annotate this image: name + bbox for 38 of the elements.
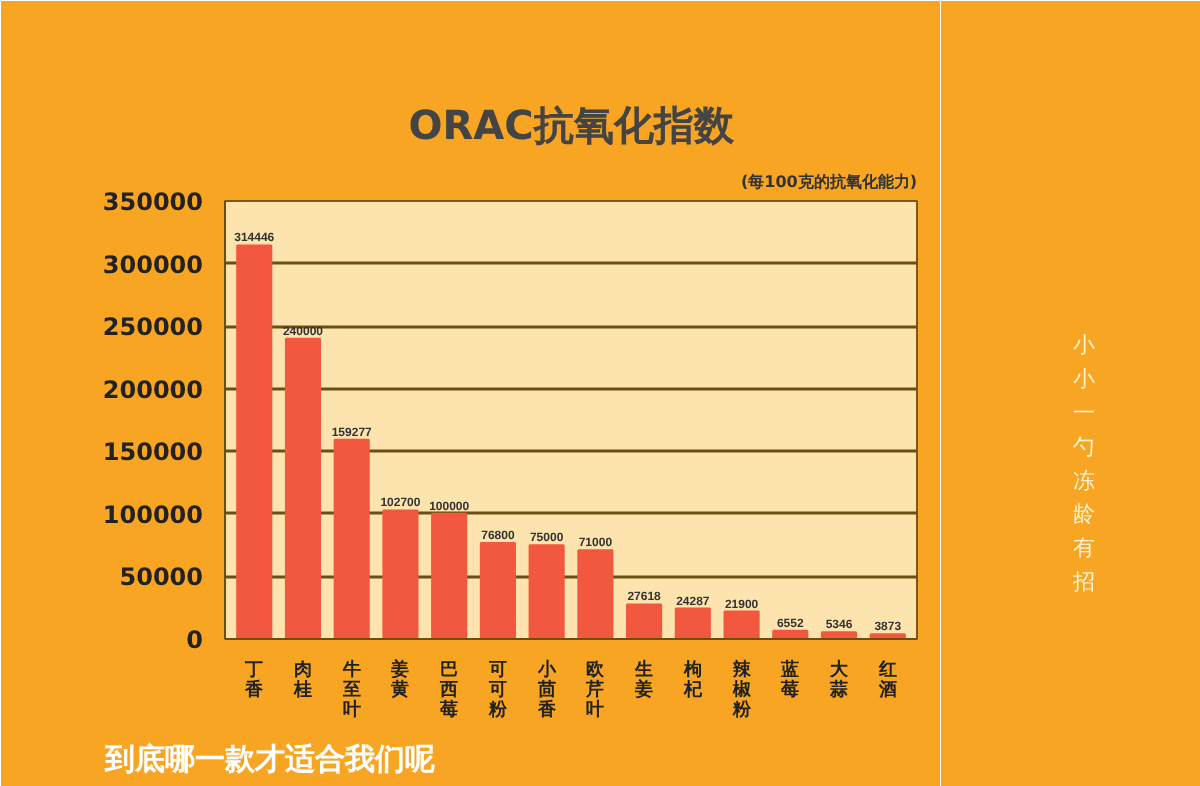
bar: [528, 544, 565, 639]
x-tick-label: 肉桂: [291, 659, 312, 701]
bar: [626, 603, 663, 639]
y-tick-label: 0: [186, 626, 204, 654]
bar: [382, 509, 419, 639]
bar: [431, 512, 468, 639]
y-tick-label: 50000: [119, 563, 203, 592]
bar: [674, 607, 711, 639]
bar: [479, 541, 516, 639]
x-tick-label: 姜黄: [389, 657, 410, 701]
bar: [284, 337, 322, 639]
y-tick-label: 150000: [102, 438, 204, 467]
bar: [577, 549, 614, 639]
x-tick-label: 辣椒粉: [730, 659, 753, 721]
chart-subtitle: (每100克的抗氧化能力): [740, 173, 918, 191]
x-tick-label: 枸杞: [681, 659, 704, 701]
x-tick-label: 可可粉: [486, 659, 509, 721]
x-tick-label: 巴西莓: [438, 661, 459, 721]
text: 到底哪一款才适合我们呢: [103, 741, 435, 777]
y-tick-label: 300000: [102, 250, 204, 279]
y-tick-label: 350000: [102, 188, 204, 216]
x-tick-label: 牛至叶: [340, 659, 361, 721]
x-tick-label: 小茴香: [535, 659, 558, 721]
x-tick-label: 蓝莓: [779, 659, 800, 701]
x-tick-label: 欧芹叶: [584, 659, 607, 721]
bar: [820, 631, 858, 639]
bar: [333, 438, 370, 639]
y-tick-label: 250000: [102, 313, 204, 342]
y-tick-label: 200000: [102, 375, 204, 404]
bar: [723, 610, 760, 639]
y-tick-label: 100000: [102, 500, 204, 529]
text: 小小一勺冻龄有招: [1071, 332, 1095, 595]
x-tick-label: 大蒜: [828, 659, 851, 701]
chart-title: ORAC抗氧化指数: [408, 101, 736, 149]
x-tick-label: 红酒: [876, 659, 897, 701]
bar: [236, 244, 273, 639]
x-tick-label: 生姜: [633, 659, 654, 701]
x-tick-label: 丁香: [243, 661, 266, 701]
